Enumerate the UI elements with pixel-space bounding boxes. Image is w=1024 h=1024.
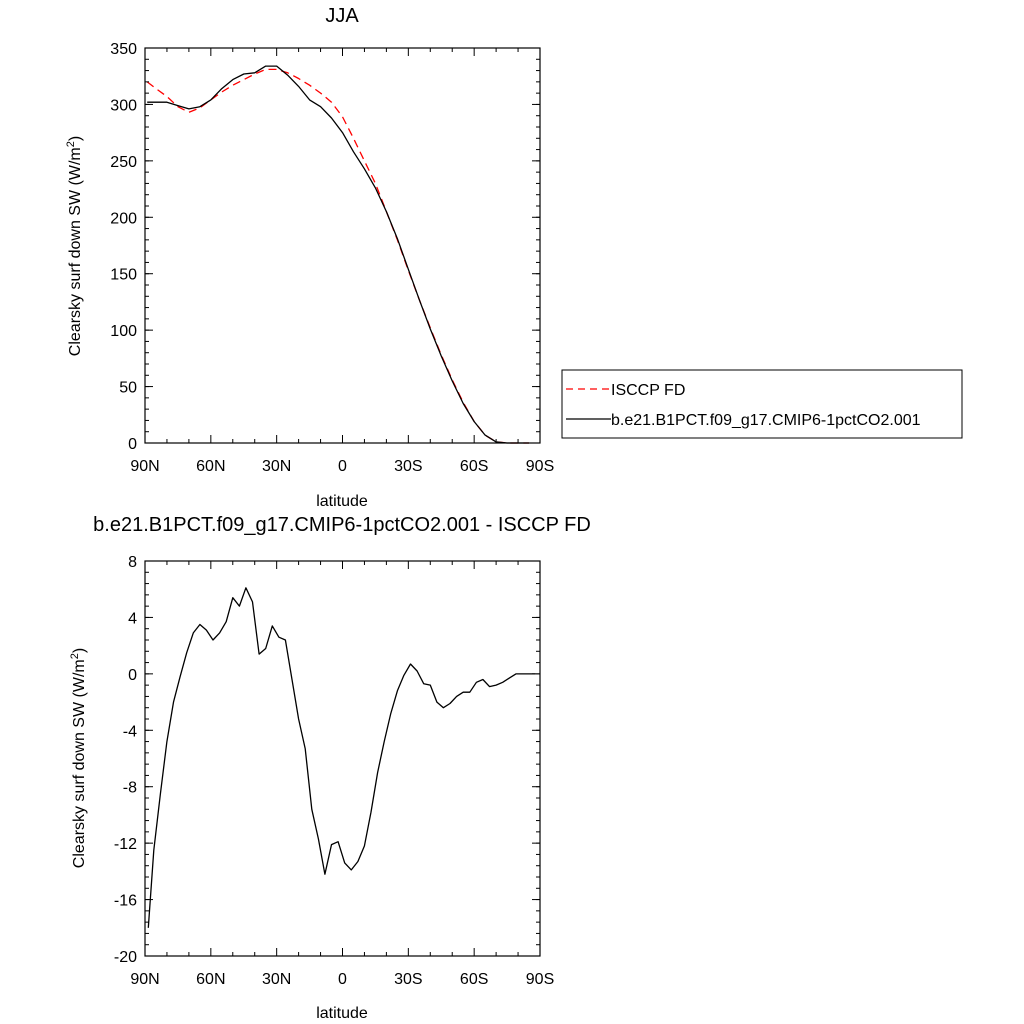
top-chart-y-tick-label: 300 [110,97,137,114]
bottom-chart-y-tick-label: -12 [114,836,137,853]
bottom-chart-plot-area: 90N 60N 30N 0 30S 60S 90S -20 -16 -12 -8 -4 0 4 8 [114,554,554,988]
bottom-chart-x-tick-label: 30S [394,971,422,988]
bottom-chart-series-line-0 [147,587,536,928]
bottom-chart-y-tick-label: 4 [128,610,137,627]
bottom-chart-y-tick-label: -16 [114,893,137,910]
bottom-chart-x-tick-label: 0 [338,971,347,988]
top-chart-y-tick-label: 200 [110,210,137,227]
top-chart: JJA 90N 60N 30N 0 30S 60S 90S 0 50 100 150 200 250 30… [65,5,963,510]
bottom-chart-x-tick-label: 90N [130,971,159,988]
top-chart-series-line-1 [147,65,529,444]
top-chart-y-tick-label: 250 [110,154,137,171]
legend-label-model: b.e21.B1PCT.f09_g17.CMIP6-1pctCO2.001 [611,412,921,429]
top-chart-x-tick-label: 30S [394,458,422,475]
top-chart-y-axis-label: Clearsky surf down SW (W/m2) [65,136,84,356]
top-chart-x-tick-label: 30N [262,458,291,475]
top-chart-frame [144,47,541,444]
bottom-chart-title: b.e21.B1PCT.f09_g17.CMIP6-1pctCO2.001 - … [93,514,591,536]
bottom-chart-x-tick-label: 30N [262,971,291,988]
top-chart-series-line-0 [146,68,529,444]
top-chart-y-tick-label: 0 [128,436,137,453]
top-chart-y-axis-label-sup: 2 [65,141,77,147]
top-chart-y-tick-label: 150 [110,267,137,284]
top-chart-x-tick-label: 0 [338,458,347,475]
top-chart-x-tick-label: 60N [196,458,225,475]
bottom-chart-x-tick-label: 90S [526,971,554,988]
bottom-chart-x-tick-label: 60N [196,971,225,988]
bottom-chart-y-axis-label: Clearsky surf down SW (W/m2) [69,648,88,868]
legend-label-isccp-fd: ISCCP FD [611,382,685,399]
bottom-chart-y-tick-label: -8 [123,780,137,797]
top-chart-title: JJA [325,5,359,27]
top-chart-y-tick-label: 100 [110,323,137,340]
bottom-chart: b.e21.B1PCT.f09_g17.CMIP6-1pctCO2.001 - … [69,514,591,1022]
bottom-chart-x-tick-label: 60S [460,971,488,988]
top-chart-x-tick-label: 90S [526,458,554,475]
bottom-chart-y-tick-label: 0 [128,667,137,684]
bottom-chart-y-tick-label: 8 [128,554,137,571]
top-chart-y-tick-label: 50 [119,380,137,397]
bottom-chart-y-tick-label: -4 [123,723,137,740]
bottom-chart-y-tick-label: -20 [114,949,137,966]
top-chart-x-axis-label: latitude [316,493,368,510]
top-chart-x-tick-label: 60S [460,458,488,475]
top-chart-x-tick-label: 90N [130,458,159,475]
top-chart-legend: ISCCP FD b.e21.B1PCT.f09_g17.CMIP6-1pctC… [561,369,963,439]
bottom-chart-x-axis-label: latitude [316,1005,368,1022]
top-chart-y-tick-label: 350 [110,41,137,58]
bottom-chart-y-axis-label-sup: 2 [69,653,81,659]
bottom-chart-frame [144,560,541,957]
top-chart-plot-area: 90N 60N 30N 0 30S 60S 90S 0 50 100 150 200 250 300 350 [110,41,554,475]
legend-box [561,369,963,439]
